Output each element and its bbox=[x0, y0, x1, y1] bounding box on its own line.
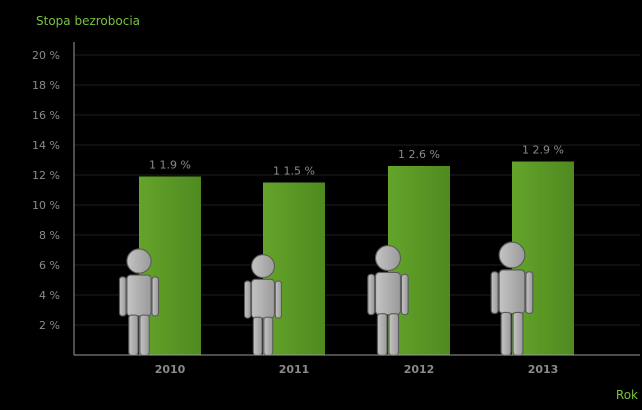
x-tick-label: 2010 bbox=[155, 363, 186, 376]
person-figure-icon bbox=[367, 244, 409, 356]
y-tick-label: 10 % bbox=[32, 199, 60, 212]
person-figure-icon bbox=[243, 254, 283, 356]
data-label: 1 2.9 % bbox=[522, 144, 564, 157]
data-label: 1 2.6 % bbox=[398, 148, 440, 161]
y-tick-label: 6 % bbox=[39, 259, 60, 272]
y-tick-label: 2 % bbox=[39, 319, 60, 332]
axes bbox=[73, 42, 640, 356]
y-tick-label: 4 % bbox=[39, 289, 60, 302]
x-axis-title: Rok bbox=[616, 388, 638, 402]
data-label: 1 1.9 % bbox=[149, 159, 191, 172]
y-tick-label: 16 % bbox=[32, 109, 60, 122]
y-tick-label: 20 % bbox=[32, 49, 60, 62]
y-tick-label: 14 % bbox=[32, 139, 60, 152]
person-figure-icon bbox=[490, 241, 534, 356]
x-tick-label: 2012 bbox=[404, 363, 435, 376]
x-tick-label: 2013 bbox=[528, 363, 559, 376]
y-tick-label: 8 % bbox=[39, 229, 60, 242]
person-figures bbox=[118, 241, 534, 356]
data-label: 1 1.5 % bbox=[273, 165, 315, 178]
person-figure-icon bbox=[118, 248, 160, 356]
labels: 2 % 4 % 6 % 8 % 10 % 12 % 14 % 16 % 18 % 20 % 1 1.… bbox=[32, 14, 638, 402]
y-tick-label: 18 % bbox=[32, 79, 60, 92]
y-axis-title: Stopa bezrobocia bbox=[36, 14, 140, 28]
x-tick-label: 2011 bbox=[279, 363, 310, 376]
y-tick-label: 12 % bbox=[32, 169, 60, 182]
